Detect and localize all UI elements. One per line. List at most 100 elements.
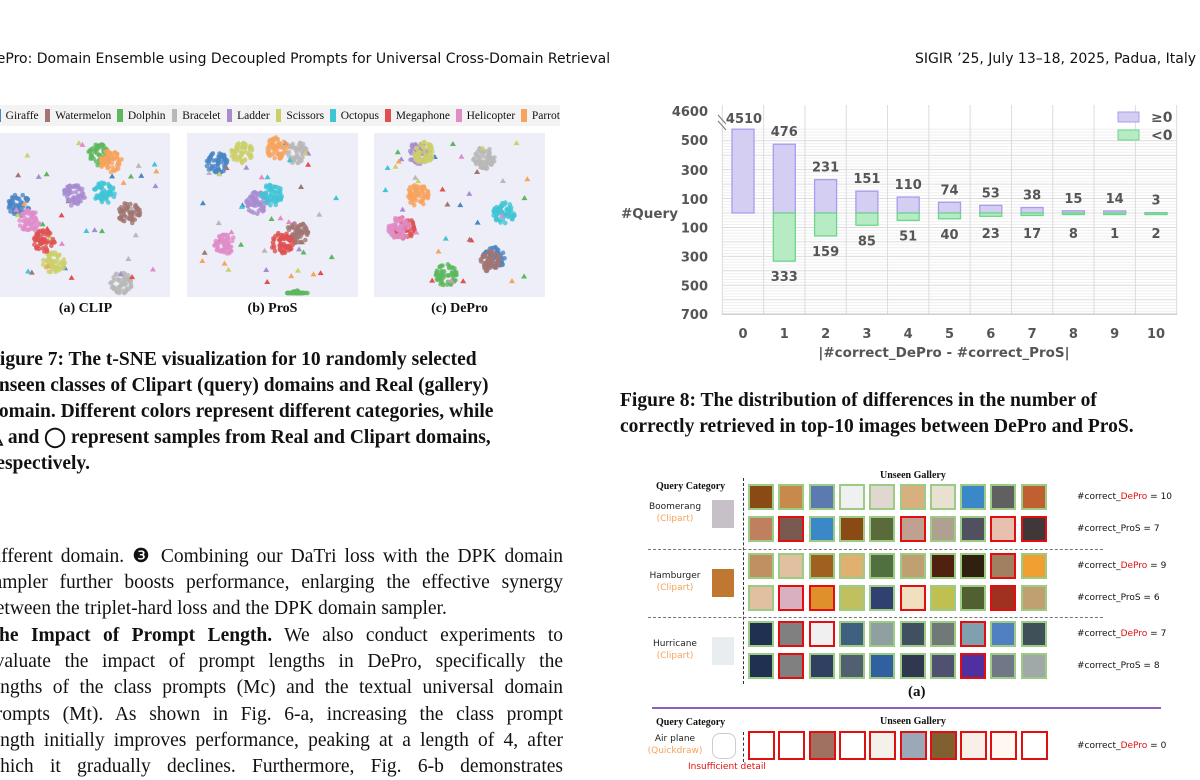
gallery-image-incorrect[interactable]	[960, 621, 987, 647]
gallery-image-correct[interactable]	[869, 516, 896, 542]
gallery-image-correct[interactable]	[929, 484, 956, 510]
gallery-image-correct[interactable]	[838, 484, 865, 510]
tsne-point	[222, 156, 228, 162]
gallery-image-incorrect[interactable]	[869, 731, 897, 760]
tsne-point	[32, 242, 37, 247]
gallery-image-correct[interactable]	[960, 553, 987, 579]
gallery-image-correct[interactable]	[869, 585, 896, 611]
gallery-image-correct[interactable]	[929, 621, 956, 647]
gallery-image-correct[interactable]	[869, 653, 896, 679]
gallery-image-correct[interactable]	[748, 516, 774, 542]
gallery-image-incorrect[interactable]	[960, 731, 988, 760]
tsne-point	[97, 182, 103, 187]
gallery-image-correct[interactable]	[748, 484, 774, 510]
tsne-point	[272, 155, 277, 161]
gallery-image-correct[interactable]	[838, 516, 865, 542]
gallery-image-incorrect[interactable]	[960, 653, 987, 679]
tsne-point	[251, 210, 256, 215]
gallery-image-correct[interactable]	[808, 553, 835, 579]
gallery-image-correct[interactable]	[960, 484, 987, 510]
gallery-image-correct[interactable]	[899, 621, 926, 647]
gallery-image-incorrect[interactable]	[778, 731, 806, 760]
tsne-point	[396, 227, 401, 233]
gallery-image-incorrect[interactable]	[990, 553, 1017, 579]
gallery-image-correct[interactable]	[899, 553, 926, 579]
gallery-image-incorrect[interactable]	[838, 731, 866, 760]
gallery-image-correct[interactable]	[748, 621, 774, 647]
gallery-image-correct[interactable]	[808, 516, 835, 542]
gallery-image-correct[interactable]	[1020, 585, 1047, 611]
gallery-image-correct[interactable]	[899, 653, 926, 679]
gallery-image-incorrect[interactable]	[990, 731, 1018, 760]
count-prefix: #correct_	[1077, 661, 1121, 671]
gallery-image-correct[interactable]	[838, 621, 865, 647]
gallery-image-correct[interactable]	[748, 553, 774, 579]
count-prefix: #correct_	[1077, 593, 1121, 603]
gallery-image-correct[interactable]	[1020, 553, 1047, 579]
tsne-point	[116, 160, 121, 166]
bar-label-negative: 159	[812, 245, 839, 260]
tsne-point	[265, 148, 271, 153]
gallery-image-correct[interactable]	[1020, 621, 1047, 647]
gallery-image-incorrect[interactable]	[778, 516, 805, 542]
tsne-point	[104, 195, 110, 200]
gallery-image-correct[interactable]	[899, 484, 926, 510]
divider-vertical	[743, 732, 744, 762]
gallery-image-incorrect[interactable]	[778, 585, 805, 611]
tsne-point	[37, 221, 42, 226]
gallery-image-incorrect[interactable]	[899, 585, 926, 611]
gallery-image-correct[interactable]	[990, 484, 1017, 510]
gallery-image-correct[interactable]	[838, 553, 865, 579]
gallery-image-correct[interactable]	[808, 484, 835, 510]
gallery-image-incorrect[interactable]	[808, 731, 836, 760]
legend-swatch	[275, 109, 282, 122]
gallery-image-incorrect[interactable]	[778, 621, 805, 647]
tsne-point	[20, 192, 26, 198]
legend-label: Bracelet	[182, 109, 221, 122]
gallery-image-incorrect[interactable]	[990, 585, 1017, 611]
x-tick-label: 9	[1110, 327, 1119, 342]
gallery-image-correct[interactable]	[929, 653, 956, 679]
gallery-image-correct[interactable]	[869, 484, 896, 510]
gallery-image-correct[interactable]	[1020, 653, 1047, 679]
gallery-image-correct[interactable]	[929, 585, 956, 611]
gallery-image-incorrect[interactable]	[899, 516, 926, 542]
bar-label-negative: 51	[899, 229, 917, 244]
gallery-image-correct[interactable]	[929, 516, 956, 542]
gallery-image-correct[interactable]	[748, 653, 774, 679]
gallery-image-incorrect[interactable]	[899, 731, 927, 760]
tsne-point	[111, 275, 116, 280]
gallery-image-correct[interactable]	[929, 553, 956, 579]
gallery-image-correct[interactable]	[808, 653, 835, 679]
gallery-image-incorrect[interactable]	[929, 731, 957, 760]
gallery-image-correct[interactable]	[869, 621, 896, 647]
gallery-image-incorrect[interactable]	[808, 621, 835, 647]
gallery-image-correct[interactable]	[960, 585, 987, 611]
gallery-image-correct[interactable]	[778, 484, 805, 510]
gallery-image-correct[interactable]	[838, 585, 865, 611]
gallery-image-incorrect[interactable]	[748, 731, 775, 760]
x-tick-label: 8	[1069, 327, 1078, 342]
tsne-point	[268, 202, 273, 208]
tsne-panel-depro	[374, 133, 545, 297]
gallery-image-correct[interactable]	[778, 553, 805, 579]
tsne-triangle	[429, 277, 436, 283]
tsne-point	[291, 157, 297, 163]
gallery-image-correct[interactable]	[869, 553, 896, 579]
gallery-image-incorrect[interactable]	[808, 585, 835, 611]
gallery-image-incorrect[interactable]	[778, 653, 805, 679]
tsne-triangle	[215, 220, 222, 226]
gallery-image-incorrect[interactable]	[990, 516, 1017, 542]
gallery-image-correct[interactable]	[1020, 484, 1047, 510]
tsne-point	[247, 146, 253, 151]
gallery-image-incorrect[interactable]	[1020, 731, 1048, 760]
gallery-image-correct[interactable]	[990, 621, 1017, 647]
gallery-image-correct[interactable]	[838, 653, 865, 679]
tsne-point	[419, 184, 425, 190]
gallery-image-correct[interactable]	[990, 653, 1017, 679]
caption-line: unseen classes of Clipart (query) domain…	[0, 375, 489, 396]
tsne-point	[68, 203, 74, 208]
gallery-image-correct[interactable]	[960, 516, 987, 542]
gallery-image-incorrect[interactable]	[1020, 516, 1047, 542]
gallery-image-correct[interactable]	[748, 585, 774, 611]
